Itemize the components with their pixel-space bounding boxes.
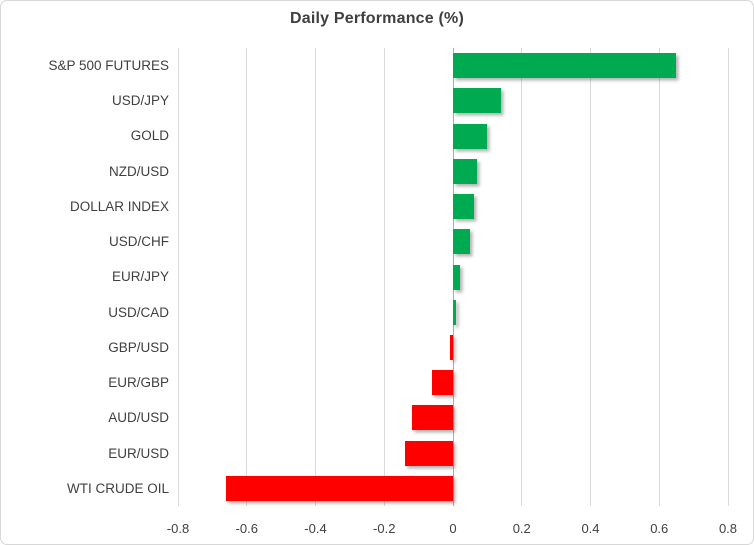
gridline xyxy=(246,48,248,506)
bar-dollar-index xyxy=(453,194,474,220)
x-axis-tick-label: 0.2 xyxy=(512,521,531,536)
gridline xyxy=(315,48,316,506)
category-label: USD/CHF xyxy=(109,234,169,250)
bar-wti-crude-oil xyxy=(226,475,453,501)
category-label: AUD/USD xyxy=(108,410,169,426)
category-label: EUR/JPY xyxy=(111,269,169,285)
category-label: USD/CAD xyxy=(108,304,169,320)
category-label: WTI CRUDE OIL xyxy=(66,480,169,496)
x-axis-tick-label: -0.6 xyxy=(235,521,258,536)
category-label: S&P 500 FUTURES xyxy=(48,58,169,73)
category-label: EUR/GBP xyxy=(108,375,169,391)
category-label: DOLLAR INDEX xyxy=(69,198,169,214)
category-label: USD/JPY xyxy=(111,93,169,109)
x-axis-tick-label: 0 xyxy=(449,521,457,536)
category-label: EUR/USD xyxy=(108,445,169,461)
gridline xyxy=(383,48,385,506)
gridline xyxy=(590,48,591,506)
bar-usd-jpy xyxy=(453,88,502,114)
chart-title: Daily Performance (%) xyxy=(289,10,465,27)
bar-eur-usd xyxy=(404,440,453,466)
x-axis-tick-label: -0.2 xyxy=(373,521,396,536)
gridline xyxy=(658,48,660,506)
x-axis-tick-label: 0.8 xyxy=(718,521,738,536)
x-axis-tick-label: -0.4 xyxy=(304,521,327,536)
gridline xyxy=(177,48,179,506)
bar-usd-cad xyxy=(453,299,457,325)
bar-gold xyxy=(453,123,488,149)
gridline xyxy=(727,48,729,506)
bar-aud-usd xyxy=(411,405,453,431)
bar-eur-jpy xyxy=(453,264,460,290)
x-axis-tick-label: -0.8 xyxy=(166,521,190,536)
x-axis-tick-label: 0.4 xyxy=(581,521,600,536)
bar-gbp-usd xyxy=(449,334,453,360)
gridline xyxy=(521,48,523,506)
bar-nzd-usd xyxy=(453,158,478,184)
category-label: GBP/USD xyxy=(108,339,169,355)
bar-usd-chf xyxy=(453,229,471,255)
bar-s-p-500-futures xyxy=(453,53,677,79)
bar-eur-gbp xyxy=(432,370,453,396)
x-axis-tick-label: 0.6 xyxy=(650,521,669,536)
category-label: GOLD xyxy=(130,128,169,144)
category-label: NZD/USD xyxy=(109,163,169,179)
